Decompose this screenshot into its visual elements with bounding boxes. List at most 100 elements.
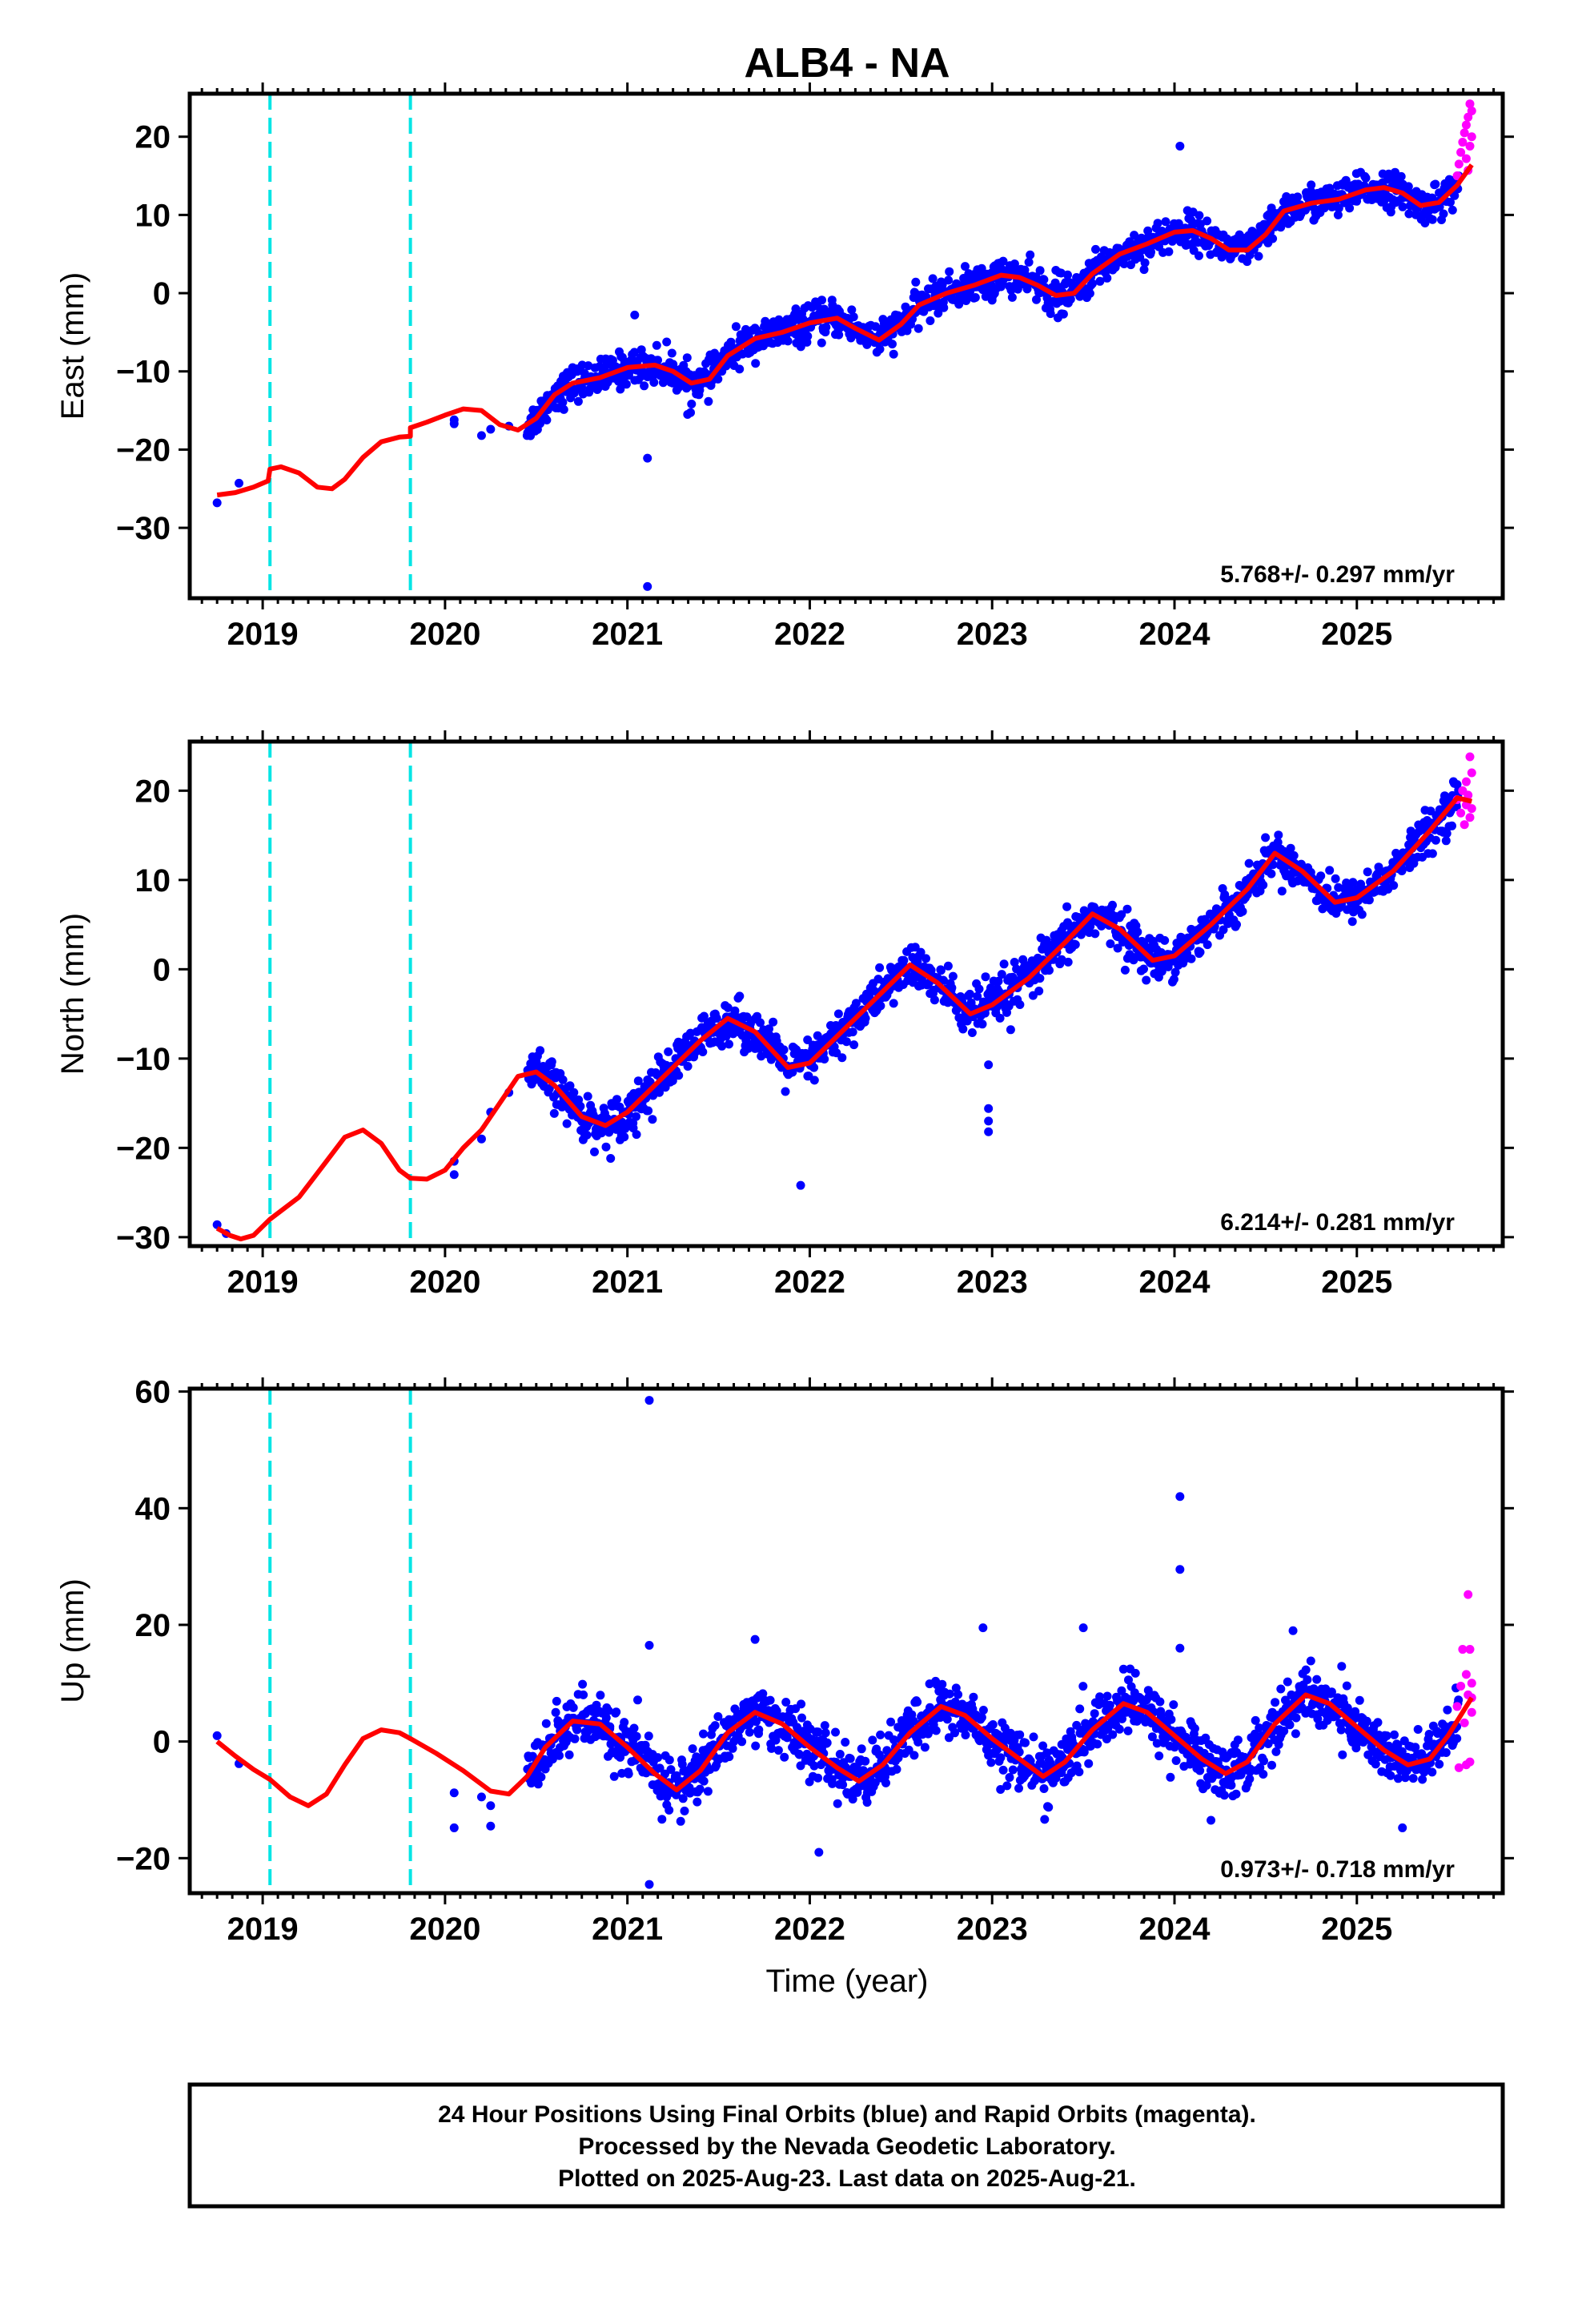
final-point — [961, 262, 970, 271]
final-point — [735, 364, 745, 374]
final-point — [725, 1039, 733, 1049]
final-point — [649, 378, 659, 387]
final-point — [1268, 234, 1278, 243]
final-point — [558, 1075, 568, 1084]
final-point — [1153, 219, 1162, 228]
final-point — [633, 1695, 642, 1705]
final-point — [1316, 871, 1326, 881]
final-point — [1120, 965, 1130, 975]
final-point — [632, 1112, 640, 1121]
final-point — [822, 1738, 832, 1747]
final-point — [861, 1756, 870, 1766]
final-point — [999, 959, 1009, 969]
final-point — [1446, 198, 1455, 207]
final-point — [958, 1024, 968, 1034]
final-point — [926, 316, 935, 325]
final-point — [1063, 270, 1072, 279]
x-tick-label: 2019 — [227, 617, 299, 652]
final-point — [1166, 1715, 1176, 1724]
final-point — [522, 431, 532, 440]
y-tick-label: 10 — [135, 198, 171, 233]
final-point — [809, 1076, 819, 1085]
rapid-point — [1467, 1707, 1476, 1717]
final-point — [1337, 1662, 1347, 1671]
final-point — [541, 1719, 551, 1728]
final-point — [803, 332, 813, 341]
final-point — [612, 1095, 621, 1104]
final-point — [1039, 1784, 1049, 1793]
final-point — [1002, 1781, 1012, 1791]
final-point — [1435, 1759, 1444, 1769]
footer-line-1: 24 Hour Positions Using Final Orbits (bl… — [438, 2101, 1256, 2128]
final-point — [212, 1731, 222, 1740]
final-point — [974, 984, 984, 994]
final-point — [942, 1715, 952, 1724]
final-point — [1312, 1675, 1322, 1684]
final-point — [1006, 1025, 1015, 1035]
final-point — [1398, 202, 1407, 211]
rapid-point — [1467, 132, 1476, 142]
final-point — [664, 1047, 673, 1056]
final-point — [1244, 858, 1254, 868]
final-point — [235, 478, 243, 488]
final-point — [632, 1130, 641, 1140]
final-point — [817, 338, 826, 348]
y-tick-label: 40 — [135, 1491, 171, 1526]
final-point — [751, 359, 761, 368]
final-point — [820, 1055, 829, 1063]
y-tick-label: −20 — [116, 1841, 171, 1876]
final-point — [1186, 954, 1196, 963]
final-point — [1254, 251, 1263, 261]
final-point — [977, 263, 986, 273]
final-point — [978, 1706, 988, 1715]
final-point — [1093, 1739, 1102, 1749]
final-point — [1347, 917, 1357, 927]
final-point — [1259, 1756, 1268, 1766]
final-point — [970, 293, 980, 302]
final-point — [1040, 1815, 1050, 1824]
final-point — [987, 296, 997, 305]
final-point — [916, 947, 926, 957]
final-point — [803, 1035, 813, 1044]
rapid-point — [1454, 159, 1464, 169]
y-tick-label: 60 — [135, 1375, 171, 1410]
rapid-point — [1460, 1718, 1469, 1727]
rapid-point — [1464, 1590, 1473, 1599]
final-point — [875, 344, 885, 354]
x-tick-label: 2021 — [592, 1912, 663, 1947]
final-point — [643, 453, 652, 463]
final-point — [699, 1729, 708, 1739]
final-point — [857, 1744, 866, 1754]
final-point — [845, 1754, 855, 1763]
final-point — [1363, 867, 1372, 877]
final-point — [1447, 821, 1456, 830]
rapid-point — [1461, 154, 1471, 163]
final-point — [648, 1115, 657, 1124]
final-point — [583, 1092, 592, 1101]
final-point — [911, 277, 921, 287]
final-point — [486, 424, 496, 434]
final-point — [994, 976, 1003, 986]
final-point — [601, 1142, 611, 1152]
final-point — [1203, 940, 1212, 950]
final-point — [1283, 1677, 1292, 1687]
x-tick-label: 2023 — [957, 1265, 1028, 1300]
y-tick-label: 20 — [135, 1608, 171, 1643]
final-point — [1090, 929, 1100, 939]
final-point — [1066, 295, 1075, 304]
final-point — [1267, 869, 1276, 879]
final-point — [1195, 947, 1205, 957]
final-point — [1259, 1770, 1268, 1779]
final-point — [791, 304, 801, 314]
final-point — [1271, 1698, 1280, 1707]
final-point — [1355, 1695, 1364, 1705]
rapid-point — [1461, 777, 1471, 786]
final-point — [665, 1755, 674, 1765]
final-point — [609, 1771, 619, 1781]
final-point — [542, 416, 552, 424]
final-point — [984, 1060, 994, 1070]
final-point — [751, 1741, 761, 1751]
x-tick-label: 2021 — [592, 1265, 663, 1300]
final-point — [704, 396, 713, 406]
final-point — [630, 310, 640, 320]
